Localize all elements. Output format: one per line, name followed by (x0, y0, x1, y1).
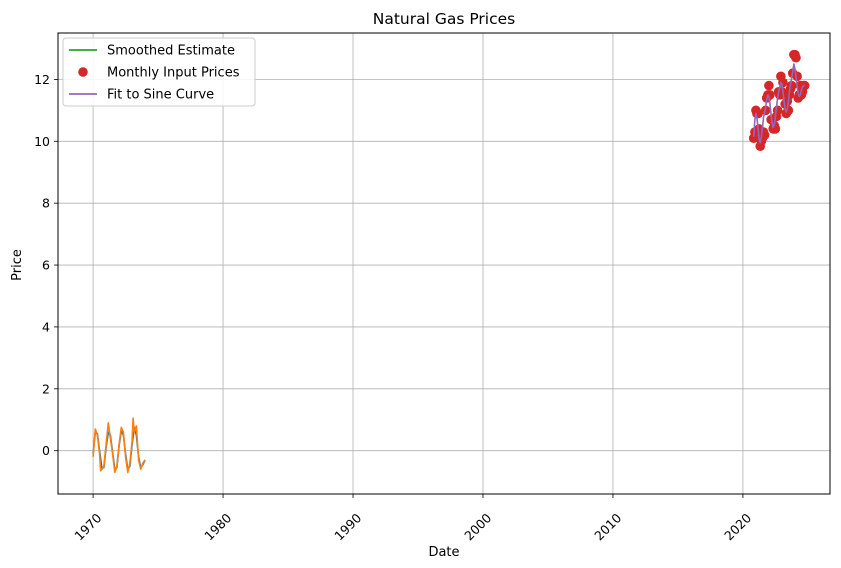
legend-marker (78, 67, 88, 77)
legend-label: Monthly Input Prices (107, 66, 240, 81)
grid-lines (58, 33, 830, 494)
fit-to-sine-curve-line (752, 63, 805, 144)
monthly-input-prices-point (772, 105, 783, 116)
y-tick-label: 12 (34, 72, 50, 87)
monthly-input-prices-point (783, 105, 794, 116)
y-tick-label: 8 (42, 196, 50, 211)
series-layer (92, 49, 810, 474)
chart-title: Natural Gas Prices (373, 10, 516, 28)
plot-frame (57, 32, 831, 495)
x-axis-label: Date (428, 545, 459, 560)
y-tick-label: 6 (42, 258, 50, 273)
legend-box (62, 37, 256, 107)
monthly-input-prices-point (792, 71, 802, 82)
series-3-line (92, 417, 146, 474)
monthly-input-prices-point (764, 80, 774, 91)
y-tick-label: 2 (42, 381, 50, 396)
monthly-input-prices-point (791, 52, 801, 63)
y-axis-label: Price (10, 249, 25, 281)
legend-label: Smoothed Estimate (107, 44, 235, 59)
y-tick-label: 10 (34, 134, 50, 149)
y-tick-label: 0 (42, 443, 50, 458)
y-axis: 0 2 4 6 8 10 12 (34, 72, 58, 458)
legend-label: Fit to Sine Curve (107, 88, 214, 103)
legend: Smoothed Estimate Monthly Input Prices Fit… (62, 37, 256, 107)
y-tick-label: 4 (42, 319, 50, 334)
